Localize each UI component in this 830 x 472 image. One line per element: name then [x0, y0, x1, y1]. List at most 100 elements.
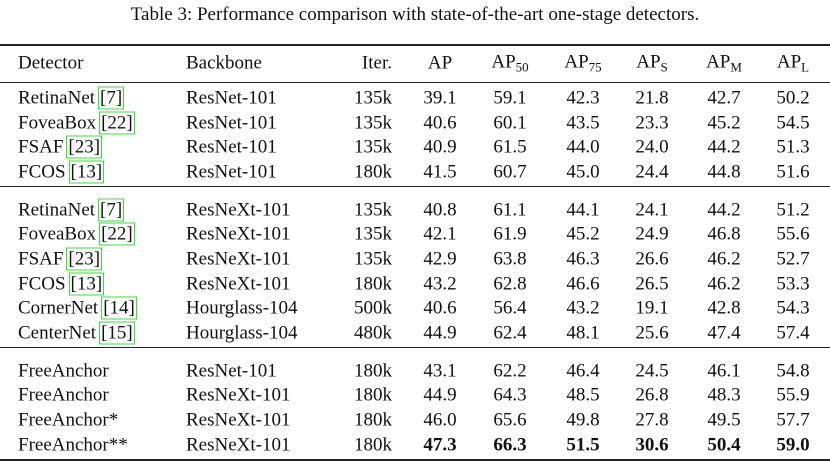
citation-link[interactable]: [23] — [66, 247, 103, 271]
iter-cell: 180k — [354, 161, 392, 183]
column-header: Detector — [18, 54, 83, 73]
header-subscript: 50 — [515, 59, 529, 75]
metric-cell: 26.6 — [635, 248, 669, 270]
iter-cell: 135k — [354, 112, 392, 134]
detector-name: FoveaBox — [18, 112, 97, 134]
metric-cell: 61.9 — [493, 223, 527, 245]
iter-cell: 500k — [354, 297, 392, 319]
detector-cell: FoveaBox [22] — [18, 222, 135, 246]
metric-cell: 47.4 — [707, 322, 741, 344]
backbone-cell: ResNeXt-101 — [186, 248, 291, 270]
table-rule — [0, 458, 830, 461]
metric-cell: 57.4 — [776, 322, 810, 344]
citation-link[interactable]: [22] — [99, 222, 135, 246]
metric-cell: 24.5 — [635, 360, 669, 382]
backbone-cell: ResNeXt-101 — [186, 384, 291, 406]
metric-cell: 24.0 — [635, 136, 669, 158]
header-text: AP — [491, 51, 516, 73]
header-subscript: 75 — [588, 59, 602, 75]
metric-cell: 56.4 — [493, 297, 527, 319]
citation-link[interactable]: [7] — [98, 86, 125, 110]
metric-cell: 46.6 — [566, 273, 600, 295]
metric-cell: 48.3 — [707, 384, 741, 406]
backbone-cell: ResNet-101 — [186, 360, 277, 382]
detector-cell: FreeAnchor — [18, 361, 109, 380]
header-subscript: L — [801, 59, 810, 75]
column-header: APM — [706, 53, 742, 74]
iter-cell: 480k — [354, 322, 392, 344]
metric-cell: 39.1 — [423, 87, 457, 109]
detector-name: FreeAnchor** — [18, 434, 128, 456]
metric-cell: 44.2 — [707, 199, 741, 221]
detector-cell: RetinaNet [7] — [18, 86, 125, 110]
metric-cell: 46.3 — [566, 248, 600, 270]
citation-link[interactable]: [13] — [68, 160, 105, 184]
citation-link[interactable]: [22] — [99, 111, 135, 135]
iter-cell: 180k — [354, 384, 392, 406]
backbone-cell: Hourglass-104 — [186, 297, 298, 319]
metric-cell: 23.3 — [635, 112, 669, 134]
header-text: AP — [706, 51, 731, 73]
metric-cell: 62.2 — [493, 360, 527, 382]
metric-cell: 53.3 — [776, 273, 810, 295]
metric-cell: 59.0 — [776, 434, 810, 456]
citation-link[interactable]: [14] — [101, 296, 137, 320]
metric-cell: 26.8 — [635, 384, 669, 406]
table-rule — [0, 44, 830, 46]
citation-link[interactable]: [23] — [66, 135, 103, 159]
iter-cell: 135k — [354, 223, 392, 245]
backbone-cell: ResNeXt-101 — [186, 273, 291, 295]
backbone-cell: ResNeXt-101 — [186, 409, 291, 431]
metric-cell: 42.1 — [423, 223, 457, 245]
detector-name: FCOS — [18, 273, 66, 295]
metric-cell: 30.6 — [635, 434, 669, 456]
detector-cell: RetinaNet [7] — [18, 198, 125, 222]
backbone-cell: ResNeXt-101 — [186, 199, 291, 221]
metric-cell: 40.9 — [423, 136, 457, 158]
header-text: Backbone — [186, 52, 262, 74]
metric-cell: 44.9 — [423, 322, 457, 344]
metric-cell: 48.5 — [566, 384, 600, 406]
header-text: Iter. — [361, 52, 392, 74]
metric-cell: 46.2 — [707, 248, 741, 270]
backbone-cell: Hourglass-104 — [186, 322, 298, 344]
detector-cell: CornerNet [14] — [18, 296, 137, 320]
header-text: AP — [776, 51, 802, 73]
header-text: AP — [636, 51, 661, 73]
detector-name: FCOS — [18, 161, 66, 183]
metric-cell: 42.3 — [566, 87, 600, 109]
detector-cell: FoveaBox [22] — [18, 111, 135, 135]
metric-cell: 50.4 — [707, 434, 741, 456]
metric-cell: 60.1 — [493, 112, 527, 134]
metric-cell: 62.4 — [493, 322, 527, 344]
metric-cell: 40.8 — [423, 199, 457, 221]
iter-cell: 135k — [354, 136, 392, 158]
column-header: AP75 — [564, 53, 601, 74]
iter-cell: 180k — [354, 273, 392, 295]
metric-cell: 44.0 — [566, 136, 600, 158]
iter-cell: 135k — [354, 199, 392, 221]
iter-cell: 180k — [354, 409, 392, 431]
header-subscript: M — [730, 59, 742, 75]
metric-cell: 46.4 — [566, 360, 600, 382]
detector-cell: FCOS [13] — [18, 272, 105, 296]
table-caption: Table 3: Performance comparison with sta… — [130, 4, 700, 25]
detector-name: CenterNet — [18, 322, 97, 344]
metric-cell: 43.5 — [566, 112, 600, 134]
column-header: APL — [777, 53, 809, 74]
metric-cell: 43.2 — [423, 273, 457, 295]
metric-cell: 46.2 — [707, 273, 741, 295]
metric-cell: 60.7 — [493, 161, 527, 183]
metric-cell: 42.7 — [707, 87, 741, 109]
metric-cell: 19.1 — [635, 297, 669, 319]
metric-cell: 45.2 — [566, 223, 600, 245]
metric-cell: 46.8 — [707, 223, 741, 245]
column-header: Backbone — [186, 54, 262, 73]
citation-link[interactable]: [15] — [99, 321, 135, 345]
detector-name: RetinaNet — [18, 87, 96, 109]
citation-link[interactable]: [7] — [98, 198, 125, 222]
metric-cell: 24.9 — [635, 223, 669, 245]
metric-cell: 46.0 — [423, 409, 457, 431]
citation-link[interactable]: [13] — [68, 272, 105, 296]
metric-cell: 54.8 — [776, 360, 810, 382]
